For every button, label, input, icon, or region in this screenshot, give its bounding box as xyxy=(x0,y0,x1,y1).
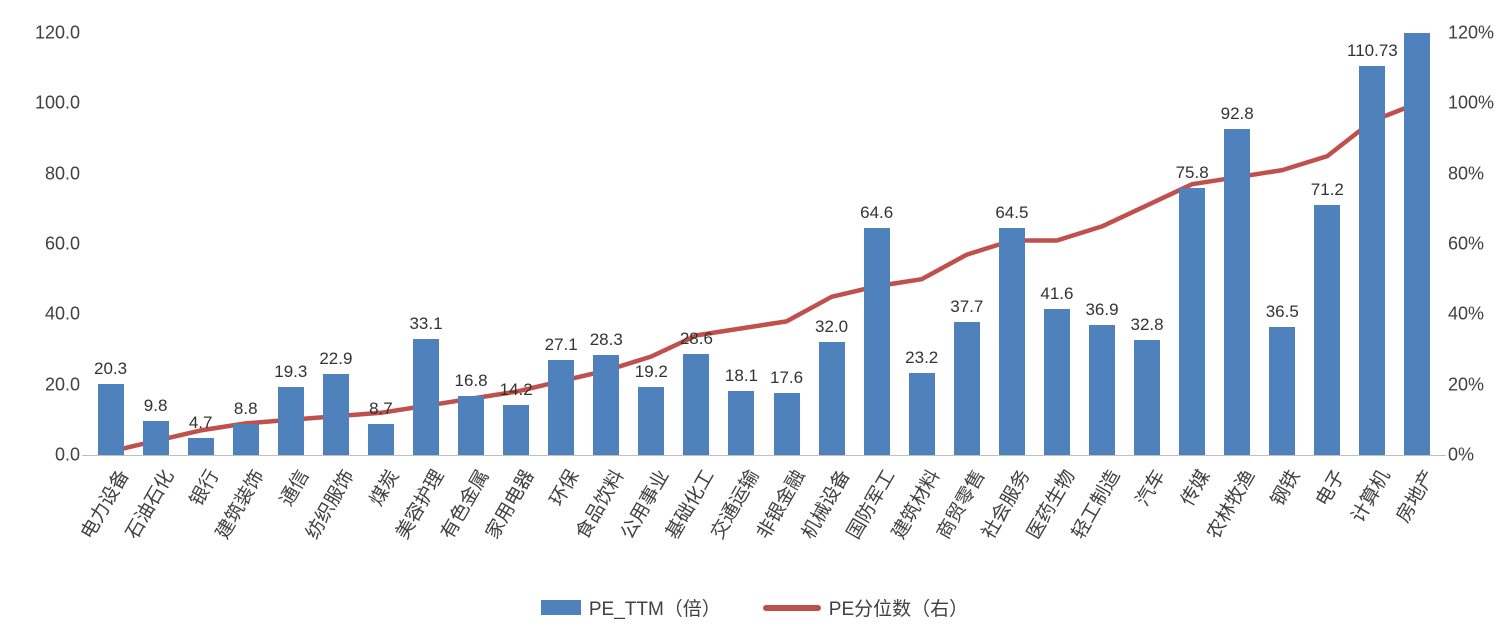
bar xyxy=(367,424,394,455)
x-axis-label: 环保 xyxy=(546,466,584,510)
y-axis-tick-left: 80.0 xyxy=(44,163,80,184)
y-axis-tick-right: 20% xyxy=(1448,374,1485,395)
bar xyxy=(1269,326,1296,455)
y-axis-tick-right: 120% xyxy=(1448,22,1495,43)
bar xyxy=(998,228,1025,455)
y-axis-tick-left: 20.0 xyxy=(44,374,80,395)
bar xyxy=(773,393,800,455)
legend-label-pe-ttm: PE_TTM（倍） xyxy=(588,599,721,620)
bar xyxy=(1224,128,1251,455)
bar xyxy=(97,383,124,455)
y-axis-tick-right: 100% xyxy=(1448,92,1495,113)
bar xyxy=(1179,188,1206,455)
bar-value-label: 8.7 xyxy=(369,399,393,419)
bar-value-label: 9.8 xyxy=(143,395,168,415)
x-axis-label: 汽车 xyxy=(1132,466,1170,510)
bar xyxy=(232,424,259,455)
y-axis-tick-right: 40% xyxy=(1448,303,1485,324)
x-axis-label: 银行 xyxy=(185,466,224,510)
bar-value-label: 37.7 xyxy=(950,297,984,317)
bar-value-label: 110.73 xyxy=(1347,40,1398,60)
bar-value-label: 20.3 xyxy=(93,358,128,378)
legend-bar-swatch-icon xyxy=(540,600,581,615)
bar-value-label: 23.2 xyxy=(905,348,939,368)
bar-value-label: 22.9 xyxy=(319,349,353,369)
x-axis-label: 计算机 xyxy=(1348,466,1395,527)
legend-item-pe-ttm: PE_TTM（倍） xyxy=(540,594,721,621)
y-axis-tick-left: 100.0 xyxy=(34,92,80,113)
bar-value-label: 19.3 xyxy=(274,362,308,382)
plot-area: 20.3 9.8 4.7 8.8 19.3 22.9 8.7 33.1 16.8 14.2 27.1… xyxy=(82,33,1446,456)
y-axis-right: 0% 20% 40% 60% 80% 100% 120% xyxy=(1448,23,1508,465)
bar xyxy=(322,374,349,455)
bar xyxy=(548,359,575,455)
bar xyxy=(863,227,890,455)
pe-percentile-line xyxy=(108,101,1420,454)
bar xyxy=(953,322,980,455)
x-axis-labels: 电力设备 石油石化 银行 建筑装饰 通信 纺织服饰 煤炭 美容护理 有色金属 家用电器 环保 食品饮料… xyxy=(77,462,1440,597)
y-axis-tick-right: 0% xyxy=(1448,444,1475,465)
bar xyxy=(728,391,755,455)
x-axis-line xyxy=(82,455,1446,456)
bar xyxy=(277,387,304,455)
bar xyxy=(458,395,485,455)
bar-value-label: 4.7 xyxy=(188,413,213,433)
bar-value-label: 19.2 xyxy=(634,362,668,382)
bar-value-label: 41.6 xyxy=(1040,283,1074,303)
bar-value-label: 75.8 xyxy=(1175,163,1209,183)
bar-value-label: 27.1 xyxy=(544,334,578,354)
bar xyxy=(908,373,935,455)
chart-legend: PE_TTM（倍） PE分位数（右） xyxy=(0,594,1509,621)
legend-item-pe-percentile: PE分位数（右） xyxy=(762,594,969,621)
bar xyxy=(413,338,439,455)
x-axis-label: 房地产 xyxy=(1393,466,1440,527)
bar-value-label: 92.8 xyxy=(1220,103,1254,123)
y-axis-tick-left: 40.0 xyxy=(44,303,80,324)
x-axis-label: 电子 xyxy=(1312,466,1350,510)
bar xyxy=(1134,339,1161,455)
bar-value-label: 16.8 xyxy=(454,370,488,390)
bar-value-label: 32.8 xyxy=(1130,314,1164,334)
bar-value-label: 36.9 xyxy=(1085,300,1119,320)
bar xyxy=(187,438,214,455)
bar xyxy=(142,420,169,455)
y-axis-left: 0.0 20.0 40.0 60.0 80.0 100.0 120.0 xyxy=(6,23,80,465)
bar xyxy=(1359,65,1386,455)
bar xyxy=(818,342,845,455)
x-axis-label: 传媒 xyxy=(1177,466,1215,510)
y-axis-tick-left: 120.0 xyxy=(34,22,80,43)
bar xyxy=(1089,325,1115,455)
y-axis-tick-left: 60.0 xyxy=(44,233,80,254)
y-axis-tick-left: 0.0 xyxy=(54,444,80,465)
bar xyxy=(683,354,710,455)
bar xyxy=(638,387,665,455)
bar-value-label: 33.1 xyxy=(409,313,443,333)
bar xyxy=(1043,308,1070,455)
bar-value-label: 71.2 xyxy=(1310,179,1344,199)
bar xyxy=(1314,204,1341,455)
bar-value-label: 64.6 xyxy=(860,202,894,222)
bar-value-label: 28.3 xyxy=(589,330,623,350)
bar-value-label: 28.6 xyxy=(679,329,713,349)
bar-value-label: 18.1 xyxy=(724,366,758,386)
bar-value-label: 17.6 xyxy=(769,368,804,388)
x-axis-label: 通信 xyxy=(276,466,314,510)
legend-label-pe-percentile: PE分位数（右） xyxy=(828,599,969,620)
bar-value-label: 14.2 xyxy=(499,380,533,400)
bar-value-label: 32.0 xyxy=(815,317,849,337)
legend-line-swatch-icon xyxy=(762,604,821,611)
bar xyxy=(1404,33,1431,455)
bar xyxy=(593,355,620,455)
y-axis-tick-right: 80% xyxy=(1448,163,1485,184)
bar-value-label: 8.8 xyxy=(233,399,258,419)
bar-value-label: 64.5 xyxy=(995,203,1029,223)
x-axis-label: 煤炭 xyxy=(366,466,404,510)
bar xyxy=(503,405,530,455)
y-axis-tick-right: 60% xyxy=(1448,233,1485,254)
x-axis-label: 钢铁 xyxy=(1267,466,1305,510)
bar-value-label: 36.5 xyxy=(1265,301,1299,321)
